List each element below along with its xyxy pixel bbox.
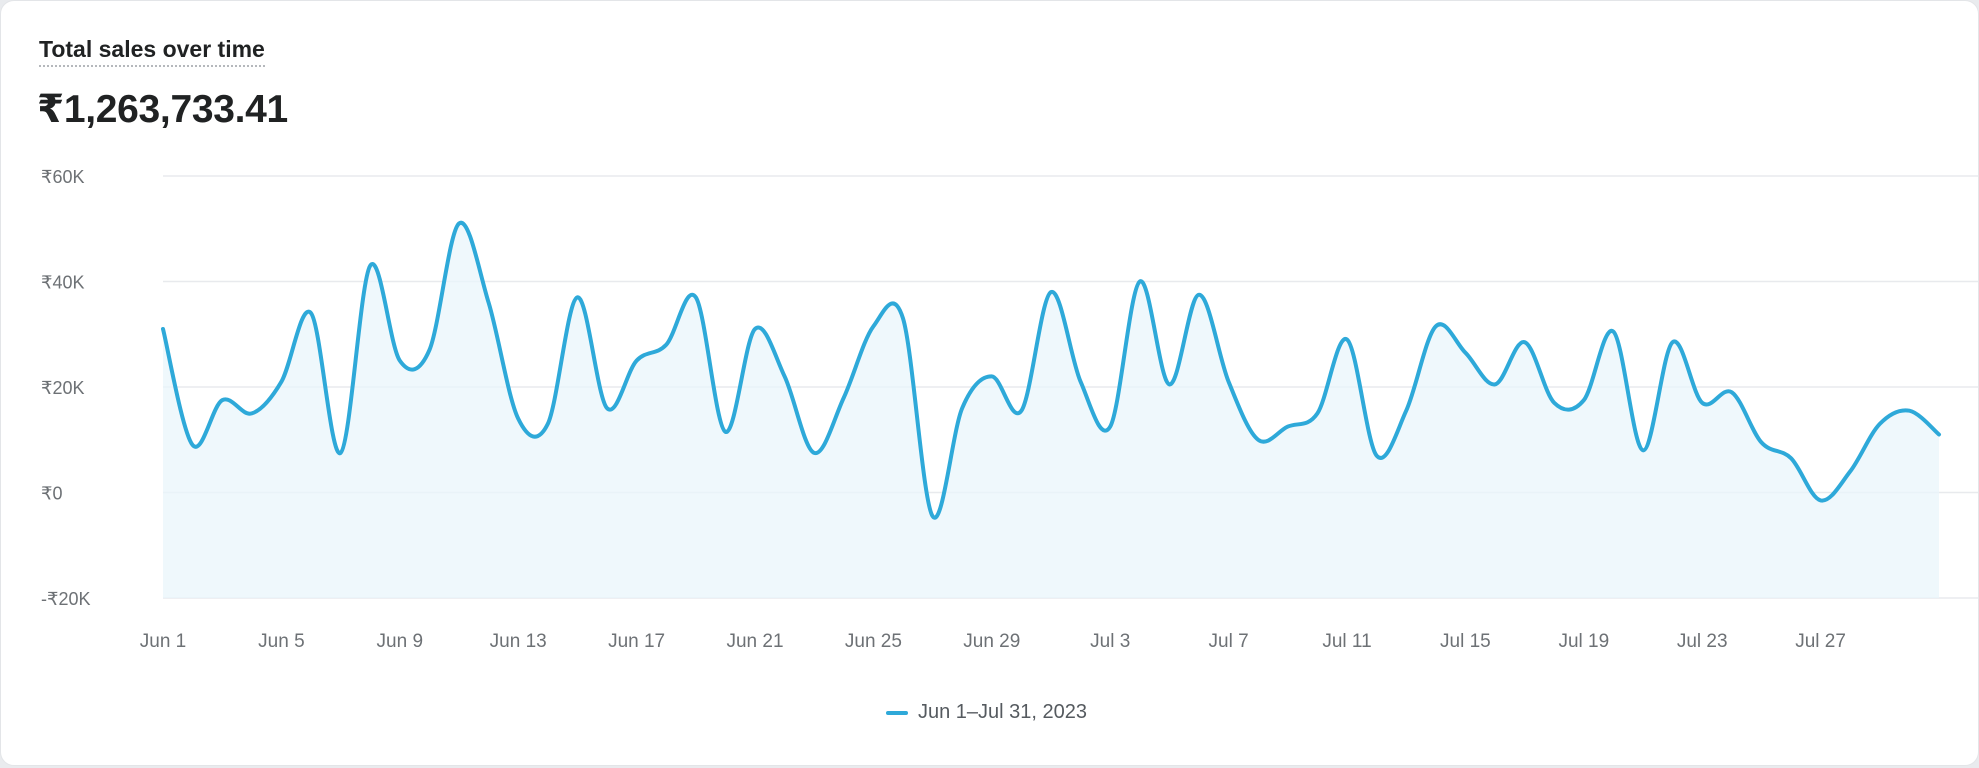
x-tick-label: Jun 21 xyxy=(726,631,783,652)
x-tick-label: Jul 7 xyxy=(1209,631,1249,652)
data-point xyxy=(811,450,817,456)
y-tick-label: ₹60K xyxy=(41,167,84,187)
data-point xyxy=(693,294,699,300)
data-point xyxy=(722,429,728,435)
data-point xyxy=(634,358,640,364)
series-line[interactable] xyxy=(161,220,1941,520)
legend-line-swatch xyxy=(886,710,908,715)
data-point xyxy=(959,405,965,411)
x-tick-label: Jul 11 xyxy=(1322,631,1371,652)
data-point xyxy=(1906,408,1912,414)
data-point xyxy=(278,379,284,385)
data-point xyxy=(1433,323,1439,329)
chart-legend[interactable]: Jun 1–Jul 31, 2023 xyxy=(886,701,1087,724)
y-tick-label: ₹20K xyxy=(41,378,84,398)
data-point xyxy=(1166,381,1172,387)
data-point xyxy=(1018,408,1024,414)
data-point xyxy=(367,263,373,269)
y-tick-label: -₹20K xyxy=(41,589,90,609)
data-point xyxy=(1640,447,1646,453)
data-point xyxy=(1936,431,1942,437)
x-tick-label: Jul 27 xyxy=(1795,631,1846,652)
data-point xyxy=(1758,439,1764,445)
data-point xyxy=(219,397,225,403)
data-point xyxy=(900,315,906,321)
data-point xyxy=(1670,339,1676,345)
sales-line-chart[interactable]: ₹60K₹40K₹20K₹0-₹20K Jun 1 Jun 5 Jun 9 Jun 1… xyxy=(1,1,1979,701)
data-point xyxy=(1255,437,1261,443)
x-tick-label: Jun 9 xyxy=(377,631,423,652)
data-point xyxy=(1196,292,1202,298)
series-area-fill xyxy=(163,222,1939,598)
data-point xyxy=(1403,408,1409,414)
y-axis-labels: ₹60K ₹40K ₹20K ₹0 -₹20K xyxy=(41,167,90,609)
data-point xyxy=(338,450,344,456)
x-tick-label: Jul 15 xyxy=(1440,631,1491,652)
y-tick-label: ₹40K xyxy=(41,273,84,293)
data-point xyxy=(574,294,580,300)
data-point xyxy=(1551,400,1557,406)
data-point xyxy=(1462,350,1468,356)
data-point xyxy=(1285,424,1291,430)
data-point xyxy=(249,410,255,416)
x-tick-label: Jun 25 xyxy=(845,631,902,652)
total-sales-value: ₹1,263,733.41 xyxy=(37,88,288,131)
data-point xyxy=(1344,337,1350,343)
y-tick-label: ₹0 xyxy=(41,484,62,504)
x-tick-label: Jun 29 xyxy=(963,631,1020,652)
data-point xyxy=(930,513,936,519)
data-point xyxy=(1492,381,1498,387)
data-point xyxy=(1048,289,1054,295)
x-tick-label: Jun 1 xyxy=(140,631,186,652)
data-point xyxy=(604,405,610,411)
x-tick-label: Jul 23 xyxy=(1677,631,1728,652)
card-title[interactable]: Total sales over time xyxy=(39,36,265,68)
data-point xyxy=(160,326,166,332)
x-tick-label: Jun 5 xyxy=(258,631,304,652)
data-point xyxy=(1847,468,1853,474)
data-point xyxy=(1818,497,1824,503)
legend-label: Jun 1–Jul 31, 2023 xyxy=(918,701,1088,723)
data-point xyxy=(515,416,521,422)
data-point xyxy=(1877,421,1883,427)
x-axis-labels: Jun 1 Jun 5 Jun 9 Jun 13 Jun 17 Jun 21 Jun 25 J… xyxy=(140,631,1846,652)
data-point xyxy=(1522,339,1528,345)
data-point xyxy=(1314,410,1320,416)
data-point xyxy=(989,373,995,379)
data-point xyxy=(1729,389,1735,395)
data-point xyxy=(1581,397,1587,403)
data-point xyxy=(1610,329,1616,335)
data-point xyxy=(456,220,462,226)
data-point xyxy=(545,421,551,427)
x-tick-label: Jul 19 xyxy=(1558,631,1609,652)
data-point xyxy=(782,373,788,379)
data-point xyxy=(486,300,492,306)
data-point xyxy=(1374,453,1380,459)
data-point xyxy=(752,326,758,332)
data-point xyxy=(1078,379,1084,385)
data-point xyxy=(1226,379,1232,385)
x-tick-label: Jul 3 xyxy=(1090,631,1130,652)
data-point xyxy=(426,347,432,353)
data-point xyxy=(1137,279,1143,285)
data-point xyxy=(663,342,669,348)
data-point xyxy=(1788,455,1794,461)
data-point xyxy=(870,323,876,329)
data-point xyxy=(190,442,196,448)
data-point xyxy=(841,395,847,401)
data-point xyxy=(397,358,403,364)
data-point xyxy=(1699,400,1705,406)
x-tick-label: Jun 17 xyxy=(608,631,665,652)
data-point xyxy=(1107,424,1113,430)
data-point xyxy=(308,310,314,316)
x-tick-label: Jun 13 xyxy=(490,631,547,652)
